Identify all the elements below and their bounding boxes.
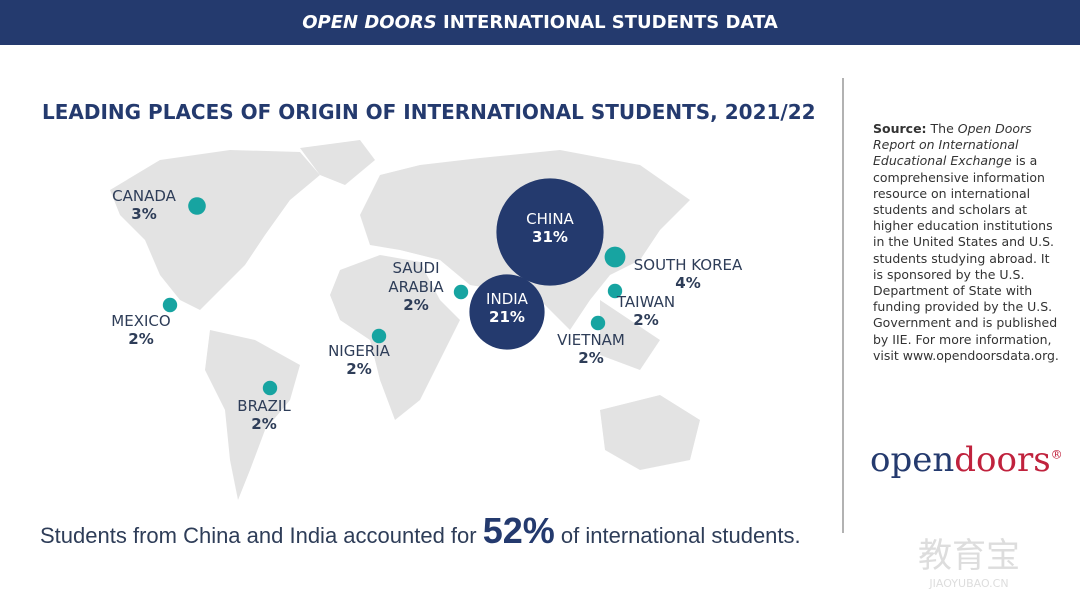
logo-mark: ® (1050, 447, 1063, 462)
bubble (496, 178, 604, 286)
bubble (607, 283, 623, 299)
footer: Students from China and India accounted … (40, 510, 801, 552)
value-label: 2% (346, 360, 371, 378)
country-label: CHINA (526, 210, 574, 228)
bubble (469, 274, 545, 350)
value-label: 2% (251, 415, 276, 433)
value-label: 2% (403, 296, 428, 314)
logo-doors: doors (954, 440, 1051, 480)
value-label: 31% (532, 228, 568, 246)
country-label: INDIA (486, 290, 529, 308)
value-label: 3% (131, 205, 156, 223)
value-label: 2% (578, 349, 603, 367)
footer-highlight: 52% (482, 510, 555, 551)
chart-title: LEADING PLACES OF ORIGIN OF INTERNATIONA… (42, 100, 816, 124)
country-label: TAIWAN (616, 293, 675, 311)
value-label: 2% (633, 311, 658, 329)
country-label: CANADA (112, 187, 177, 205)
bubble (162, 297, 178, 313)
bubble (188, 197, 206, 215)
value-label: 2% (128, 330, 153, 348)
footer-text: Students from China and India accounted … (40, 523, 477, 548)
bubble (262, 380, 278, 396)
country-label: SOUTH KOREA (634, 256, 743, 274)
bubble (604, 246, 626, 268)
watermark: 教育宝 JIAOYUBAO.CN (918, 528, 1020, 590)
country-label: MEXICO (111, 312, 170, 330)
bubble (453, 284, 469, 300)
source-text: The (930, 121, 954, 136)
header-title: INTERNATIONAL STUDENTS DATA (443, 12, 778, 33)
brand: OPEN DOORS (302, 12, 437, 33)
value-label: 21% (489, 308, 525, 326)
logo: opendoors® (870, 440, 1063, 480)
value-label: 4% (675, 274, 700, 292)
country-label: BRAZIL (237, 397, 291, 415)
country-label: NIGERIA (328, 342, 391, 360)
bubble (590, 315, 606, 331)
watermark-en: JIAOYUBAO.CN (929, 577, 1009, 590)
divider (842, 78, 844, 533)
bubble (371, 328, 387, 344)
source-report: Open Doors Report on International Educa… (873, 121, 1032, 169)
country-label: VIETNAM (557, 331, 625, 349)
source-text: is a comprehensive information resource … (873, 153, 1059, 363)
footer-text: of international students. (560, 523, 801, 548)
country-label: SAUDI ARABIA (388, 259, 444, 296)
world-map (110, 140, 700, 500)
watermark-cn: 教育宝 (918, 536, 1020, 576)
source: Source: The Open Doors Report on Interna… (873, 121, 1063, 364)
header: OPEN DOORS INTERNATIONAL STUDENTS DATA (0, 0, 1080, 45)
source-label: Source: (873, 121, 927, 136)
logo-open: open (870, 440, 955, 480)
